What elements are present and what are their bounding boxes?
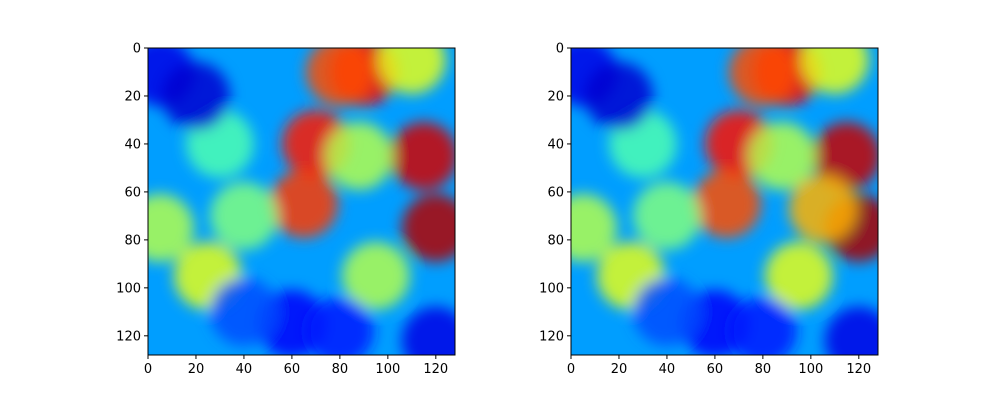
heatmap-hotspot — [764, 241, 833, 310]
x-tick-label: 100 — [375, 362, 400, 377]
heatmap-hotspot — [748, 121, 817, 190]
x-tick-label: 0 — [567, 362, 575, 377]
x-tick-label: 100 — [798, 362, 823, 377]
y-tick-label: 80 — [547, 233, 564, 248]
heatmap-hotspot — [377, 48, 446, 94]
heatmap-hotspot — [209, 277, 278, 346]
heatmap-hotspot — [571, 193, 617, 262]
axes-frame — [570, 47, 879, 356]
heatmap-hotspot — [728, 297, 797, 355]
heatmap-hotspot — [341, 241, 410, 310]
heatmap-hotspot — [824, 306, 878, 355]
y-tick-label: 60 — [124, 185, 141, 200]
heatmap-panel-left: 0 20 40 60 80 100 120 0 20 40 60 80 100 120 — [116, 42, 456, 377]
y-tick-label: 120 — [539, 329, 564, 344]
heatmap-hotspot — [269, 169, 338, 238]
x-tick-label: 120 — [846, 362, 871, 377]
heatmap-hotspot — [584, 61, 653, 130]
heatmap-hotspot — [401, 193, 455, 262]
heatmap-hotspot — [148, 193, 194, 262]
x-tick-label: 40 — [659, 362, 676, 377]
x-tick-label: 20 — [188, 362, 205, 377]
x-tick-label: 80 — [755, 362, 772, 377]
y-tick-label: 100 — [116, 281, 141, 296]
heatmap-hotspot — [305, 297, 374, 355]
y-tick-label: 80 — [124, 233, 141, 248]
y-tick-label: 60 — [547, 185, 564, 200]
x-tick-label: 40 — [236, 362, 253, 377]
heatmap-hotspot — [161, 61, 230, 130]
x-tick-label: 0 — [144, 362, 152, 377]
x-tick-label: 80 — [332, 362, 349, 377]
y-tick-label: 20 — [547, 89, 564, 104]
y-tick-label: 0 — [133, 42, 141, 57]
x-tick-label: 20 — [611, 362, 628, 377]
x-tick-label: 60 — [707, 362, 724, 377]
y-tick-label: 40 — [547, 137, 564, 152]
heatmap-image — [148, 48, 455, 355]
heatmap-hotspot — [728, 48, 797, 106]
heatmap-hotspot — [788, 174, 857, 243]
heatmap-hotspot — [632, 277, 701, 346]
y-tick-label: 40 — [124, 137, 141, 152]
heatmap-hotspot — [812, 121, 878, 190]
y-tick-label: 20 — [124, 89, 141, 104]
heatmap-image — [571, 48, 878, 355]
heatmap-hotspot — [325, 121, 394, 190]
heatmap-hotspot — [632, 181, 701, 250]
heatmap-hotspot — [305, 48, 374, 106]
y-tick-label: 120 — [116, 329, 141, 344]
axes-frame — [147, 47, 456, 356]
heatmap-hotspot — [401, 306, 455, 355]
heatmap-hotspot — [209, 181, 278, 250]
y-tick-label: 0 — [556, 42, 564, 57]
x-tick-label: 120 — [423, 362, 448, 377]
x-tick-label: 60 — [284, 362, 301, 377]
heatmap-panel-right: 0 20 40 60 80 100 120 0 20 40 60 80 100 120 — [539, 42, 879, 377]
heatmap-hotspot — [800, 48, 869, 94]
heatmap-hotspot — [389, 121, 455, 190]
heatmap-hotspot — [692, 169, 761, 238]
y-tick-label: 100 — [539, 281, 564, 296]
